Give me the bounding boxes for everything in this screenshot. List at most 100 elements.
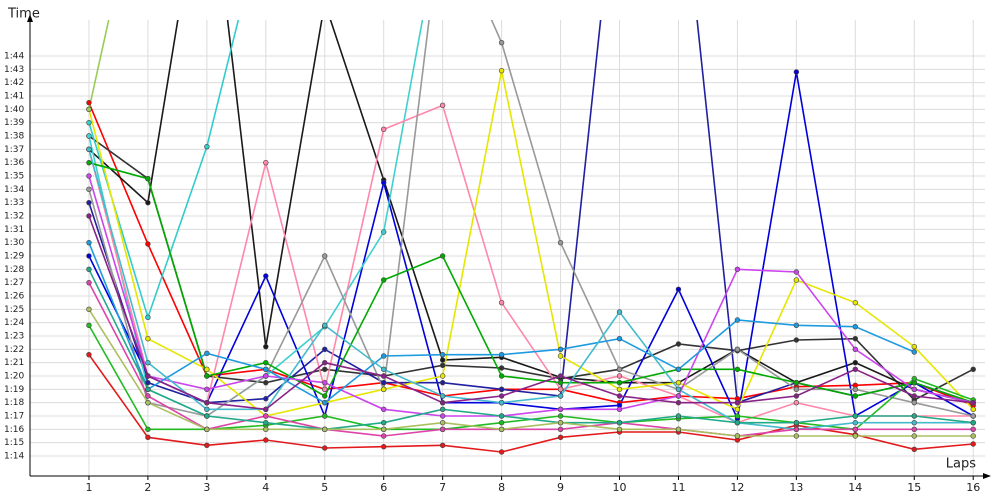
y-arrow: [27, 14, 33, 22]
point: [439, 362, 446, 369]
point: [616, 386, 623, 393]
point: [734, 317, 741, 323]
point: [86, 146, 92, 153]
point: [557, 393, 564, 399]
point: [852, 346, 859, 353]
series-line: [88, 104, 974, 424]
point: [263, 373, 269, 379]
point: [734, 433, 741, 439]
y-tick-label: 1:17: [4, 412, 24, 422]
point: [381, 379, 387, 386]
point: [86, 279, 92, 286]
y-tick-label: 1:34: [4, 185, 24, 195]
point: [439, 442, 446, 449]
point: [204, 406, 210, 413]
point: [381, 126, 387, 133]
point: [145, 386, 151, 393]
series-line: [88, 20, 110, 110]
point: [498, 393, 505, 399]
x-tick-label: 14: [848, 481, 862, 494]
y-tick-label: 1:33: [4, 198, 24, 208]
point: [322, 399, 328, 406]
point: [145, 175, 151, 182]
point: [675, 341, 682, 347]
point: [204, 386, 210, 393]
x-tick-label: 13: [789, 481, 803, 494]
point: [263, 343, 269, 350]
x-tick-label: 6: [380, 481, 387, 494]
point: [86, 173, 92, 179]
point: [204, 350, 210, 357]
point: [439, 406, 446, 413]
point: [145, 199, 151, 206]
point: [616, 426, 623, 433]
point: [616, 309, 623, 315]
series-line: [88, 308, 974, 437]
point: [793, 426, 800, 433]
x-tick-label: 16: [966, 481, 980, 494]
point: [734, 406, 741, 413]
point: [911, 349, 917, 355]
point: [675, 426, 682, 433]
point: [86, 133, 92, 139]
point: [204, 442, 210, 449]
y-tick-label: 1:19: [4, 385, 24, 395]
series-line: [88, 102, 974, 407]
point: [381, 229, 387, 235]
series-line: [88, 70, 974, 417]
point: [557, 413, 564, 419]
point: [145, 434, 151, 441]
point: [498, 373, 505, 379]
point: [263, 395, 269, 402]
point: [439, 379, 446, 386]
y-tick-label: 1:42: [4, 78, 24, 88]
x-tick-label: 1: [85, 481, 92, 494]
point: [498, 67, 505, 74]
point: [793, 277, 800, 283]
point: [381, 353, 387, 359]
point: [793, 399, 800, 406]
point: [204, 413, 210, 419]
series-line: [88, 20, 240, 320]
point: [675, 286, 682, 293]
y-tick-label: 1:15: [4, 438, 24, 448]
point: [86, 106, 92, 113]
point: [557, 239, 564, 246]
point: [557, 373, 564, 379]
point: [204, 143, 210, 150]
y-tick-label: 1:35: [4, 172, 24, 182]
point: [852, 393, 859, 399]
x-tick-label: 8: [498, 481, 505, 494]
point: [86, 253, 92, 259]
x-tick-label: 9: [557, 481, 564, 494]
y-tick-label: 1:21: [4, 358, 24, 368]
point: [86, 239, 92, 246]
point: [381, 277, 387, 283]
x-tick-label: 4: [262, 481, 269, 494]
point: [86, 159, 92, 166]
y-tick-label: 1:44: [4, 52, 24, 62]
point: [145, 426, 151, 433]
point: [557, 353, 564, 359]
series-line: [88, 135, 974, 401]
point: [911, 446, 917, 453]
point: [734, 346, 741, 353]
point: [322, 0, 327, 5]
point: [263, 406, 269, 413]
point: [86, 306, 92, 313]
x-tick-label: 3: [203, 481, 210, 494]
point: [498, 299, 505, 306]
point: [381, 179, 387, 186]
point: [145, 393, 151, 399]
plot-area: [86, 0, 976, 455]
point: [439, 413, 446, 419]
point: [263, 413, 269, 419]
point: [498, 449, 505, 455]
point: [911, 343, 917, 350]
point: [734, 399, 741, 406]
y-tick-label: 1:30: [4, 238, 24, 248]
point: [263, 426, 269, 433]
point: [793, 322, 800, 329]
x-arrow: [983, 473, 991, 479]
point: [322, 359, 328, 366]
